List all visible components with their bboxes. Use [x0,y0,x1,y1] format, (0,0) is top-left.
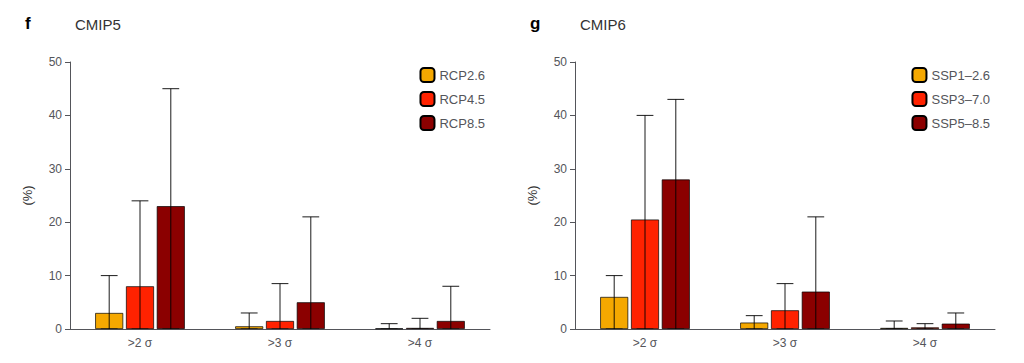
svg-text:10: 10 [49,269,63,283]
svg-text:f: f [25,14,31,33]
svg-text:>3 σ: >3 σ [268,336,293,350]
svg-text:CMIP6: CMIP6 [580,16,626,33]
svg-text:>4 σ: >4 σ [408,336,433,350]
svg-text:30: 30 [49,162,63,176]
svg-text:SSP3–7.0: SSP3–7.0 [931,92,990,107]
svg-text:40: 40 [49,108,63,122]
svg-text:(%): (%) [525,185,540,205]
svg-text:RCP2.6: RCP2.6 [439,68,485,83]
svg-text:>2 σ: >2 σ [633,336,658,350]
svg-text:20: 20 [554,215,568,229]
svg-text:RCP4.5: RCP4.5 [439,92,485,107]
svg-text:RCP8.5: RCP8.5 [439,116,485,131]
svg-text:g: g [530,14,540,33]
svg-text:10: 10 [554,269,568,283]
svg-text:SSP1–2.6: SSP1–2.6 [931,68,990,83]
svg-text:CMIP5: CMIP5 [75,16,121,33]
svg-text:0: 0 [560,322,567,336]
svg-text:0: 0 [55,322,62,336]
svg-text:50: 50 [554,55,568,69]
svg-text:>2 σ: >2 σ [128,336,153,350]
svg-text:50: 50 [49,55,63,69]
svg-text:SSP5–8.5: SSP5–8.5 [931,116,990,131]
svg-text:20: 20 [49,215,63,229]
svg-text:>3 σ: >3 σ [773,336,798,350]
svg-text:(%): (%) [20,185,35,205]
svg-text:>4 σ: >4 σ [913,336,938,350]
svg-text:40: 40 [554,108,568,122]
svg-text:30: 30 [554,162,568,176]
